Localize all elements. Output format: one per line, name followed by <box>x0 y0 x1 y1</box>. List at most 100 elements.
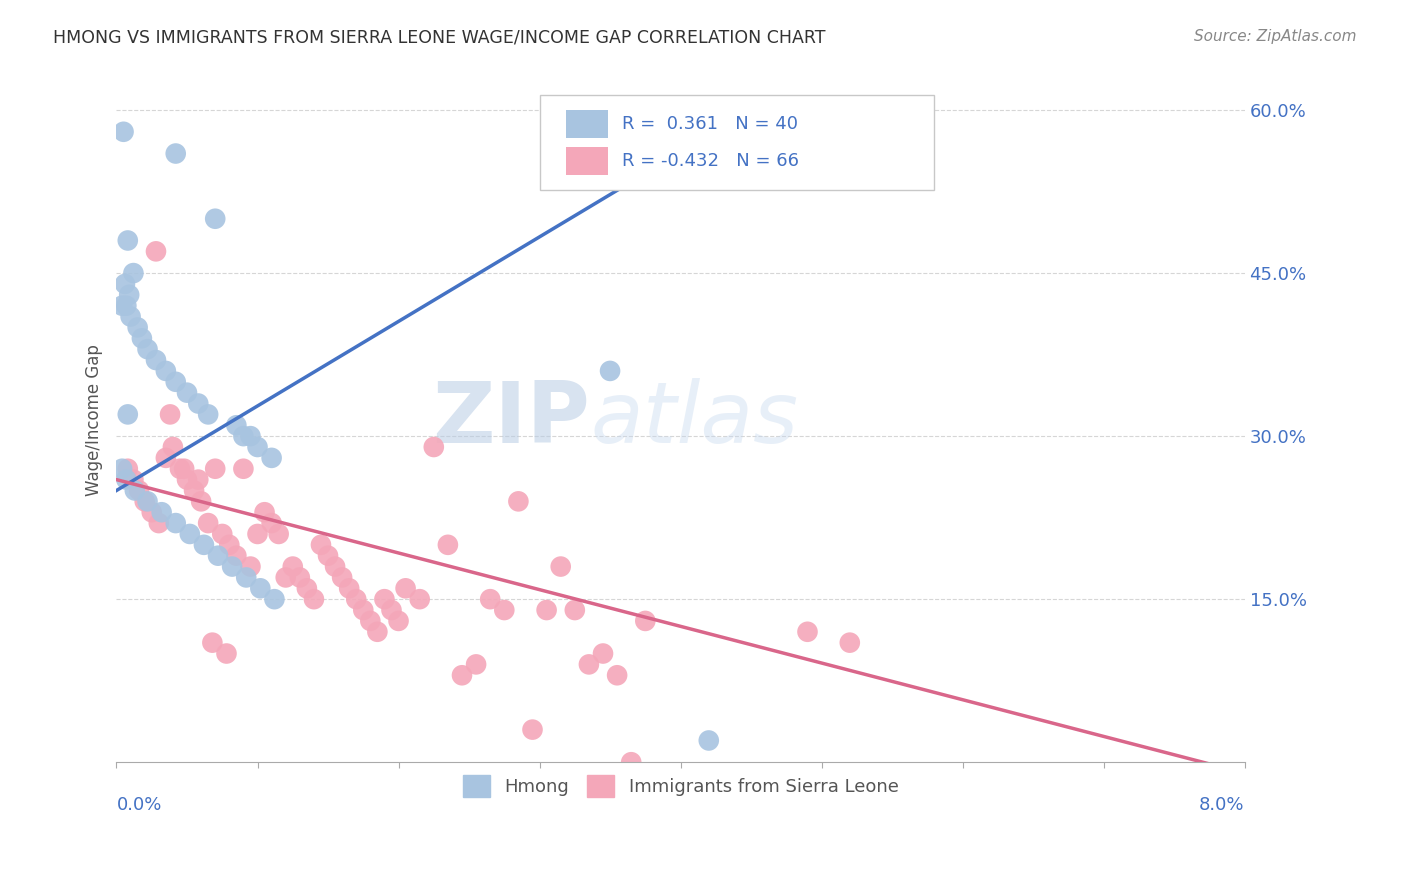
Point <box>145 244 167 259</box>
Point <box>323 559 346 574</box>
Point <box>359 614 381 628</box>
Point <box>550 559 572 574</box>
Point <box>288 570 311 584</box>
Point <box>249 582 271 596</box>
Point <box>316 549 339 563</box>
Text: 0.0%: 0.0% <box>117 797 162 814</box>
Point <box>176 473 198 487</box>
Point <box>145 353 167 368</box>
Point <box>120 310 142 324</box>
Point <box>114 277 136 291</box>
Point <box>134 494 156 508</box>
Point <box>122 266 145 280</box>
Point <box>373 592 395 607</box>
Point <box>124 483 146 498</box>
Point <box>408 592 430 607</box>
Point <box>141 505 163 519</box>
Point <box>344 592 367 607</box>
Point <box>197 516 219 530</box>
Point <box>239 559 262 574</box>
Point <box>246 527 269 541</box>
Point <box>183 483 205 498</box>
Point <box>112 125 135 139</box>
Point <box>179 527 201 541</box>
Point <box>148 516 170 530</box>
Point <box>253 505 276 519</box>
Point <box>232 461 254 475</box>
Point <box>155 364 177 378</box>
Point <box>274 570 297 584</box>
Point <box>423 440 446 454</box>
Bar <box>565 111 609 137</box>
Point <box>111 299 134 313</box>
Point <box>155 450 177 465</box>
Point <box>246 440 269 454</box>
Text: R = -0.432   N = 66: R = -0.432 N = 66 <box>621 152 799 170</box>
Bar <box>565 147 609 175</box>
Point <box>620 756 643 770</box>
Point <box>578 657 600 672</box>
Point <box>263 592 285 607</box>
Point <box>494 603 516 617</box>
Point <box>239 429 262 443</box>
Point <box>634 614 657 628</box>
Point <box>162 440 184 454</box>
Point <box>221 559 243 574</box>
Point <box>115 299 138 313</box>
Point <box>465 657 488 672</box>
Text: ZIP: ZIP <box>433 378 591 461</box>
Point <box>165 375 187 389</box>
Point <box>176 385 198 400</box>
Point <box>207 549 229 563</box>
Point <box>190 494 212 508</box>
Point <box>215 647 238 661</box>
Y-axis label: Wage/Income Gap: Wage/Income Gap <box>86 344 103 496</box>
Point <box>187 473 209 487</box>
Point <box>117 234 139 248</box>
Point <box>218 538 240 552</box>
Point <box>111 461 134 475</box>
Point <box>260 450 283 465</box>
Point <box>122 473 145 487</box>
Point <box>193 538 215 552</box>
Text: HMONG VS IMMIGRANTS FROM SIERRA LEONE WAGE/INCOME GAP CORRELATION CHART: HMONG VS IMMIGRANTS FROM SIERRA LEONE WA… <box>53 29 825 46</box>
Text: Source: ZipAtlas.com: Source: ZipAtlas.com <box>1194 29 1357 44</box>
FancyBboxPatch shape <box>540 95 935 190</box>
Point <box>606 668 628 682</box>
Point <box>592 647 614 661</box>
Point <box>267 527 290 541</box>
Text: R =  0.361   N = 40: R = 0.361 N = 40 <box>621 115 799 133</box>
Text: 8.0%: 8.0% <box>1199 797 1244 814</box>
Point <box>131 331 153 345</box>
Point <box>165 146 187 161</box>
Point <box>211 527 233 541</box>
Point <box>479 592 502 607</box>
Point <box>536 603 558 617</box>
Point <box>796 624 818 639</box>
Point <box>352 603 374 617</box>
Point <box>136 494 159 508</box>
Point <box>337 582 360 596</box>
Point <box>394 582 416 596</box>
Point <box>366 624 388 639</box>
Point <box>380 603 402 617</box>
Point <box>697 733 720 747</box>
Text: atlas: atlas <box>591 378 799 461</box>
Point <box>387 614 409 628</box>
Point <box>201 635 224 649</box>
Point <box>564 603 586 617</box>
Point <box>225 549 247 563</box>
Point <box>165 516 187 530</box>
Point <box>451 668 474 682</box>
Point <box>437 538 460 552</box>
Point <box>599 364 621 378</box>
Point <box>159 408 181 422</box>
Point <box>204 211 226 226</box>
Point <box>173 461 195 475</box>
Legend: Hmong, Immigrants from Sierra Leone: Hmong, Immigrants from Sierra Leone <box>456 768 905 805</box>
Point <box>136 342 159 356</box>
Point <box>330 570 353 584</box>
Point <box>150 505 173 519</box>
Point <box>117 408 139 422</box>
Point <box>522 723 544 737</box>
